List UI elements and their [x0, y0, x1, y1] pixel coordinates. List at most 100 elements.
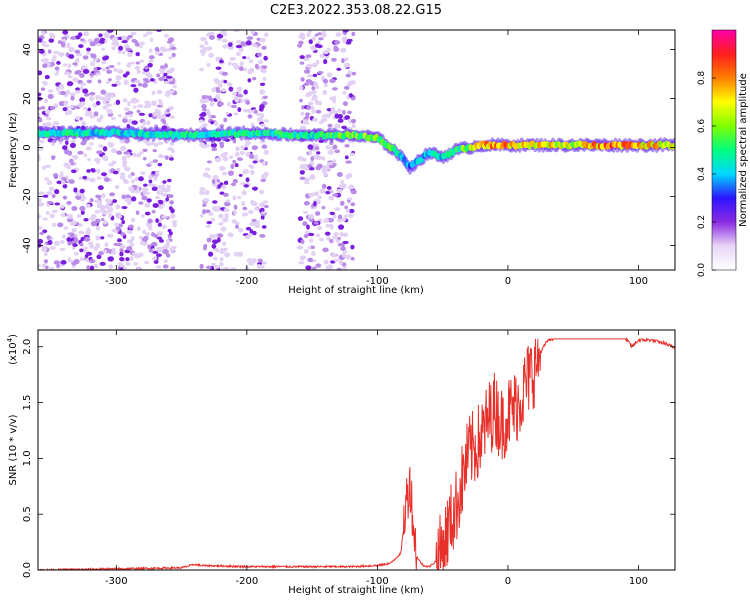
- noise-speckle: [38, 191, 45, 195]
- noise-speckle: [200, 36, 207, 42]
- noise-speckle: [70, 162, 75, 166]
- noise-speckle: [41, 40, 47, 45]
- noise-speckle: [146, 31, 153, 35]
- noise-speckle: [62, 234, 66, 239]
- noise-speckle: [54, 202, 61, 206]
- noise-speckle: [40, 245, 47, 249]
- noise-speckle: [329, 78, 336, 84]
- noise-speckle: [300, 77, 305, 82]
- noise-speckle: [54, 72, 59, 76]
- noise-speckle: [49, 246, 56, 250]
- noise-speckle: [121, 50, 126, 55]
- noise-speckle: [38, 139, 42, 143]
- noise-speckle: [321, 30, 326, 35]
- noise-speckle: [313, 191, 320, 197]
- noise-speckle: [144, 260, 149, 265]
- noise-speckle: [245, 40, 252, 46]
- noise-speckle: [89, 72, 94, 77]
- noise-speckle: [136, 267, 141, 270]
- noise-speckle: [239, 61, 244, 66]
- noise-speckle: [317, 195, 323, 199]
- noise-speckle: [235, 146, 240, 152]
- noise-speckle: [154, 50, 161, 55]
- noise-speckle: [132, 152, 137, 158]
- noise-speckle: [308, 150, 313, 156]
- noise-speckle: [347, 70, 352, 75]
- noise-speckle: [119, 247, 124, 253]
- noise-speckle: [51, 155, 56, 161]
- noise-speckle: [101, 192, 106, 199]
- noise-speckle: [62, 30, 69, 35]
- noise-speckle: [85, 146, 92, 151]
- colorbar-tick-label: 0.8: [697, 71, 707, 86]
- noise-speckle: [306, 91, 313, 96]
- noise-speckle: [66, 42, 71, 48]
- noise-speckle: [208, 211, 214, 217]
- noise-speckle: [119, 262, 124, 268]
- noise-speckle: [219, 59, 224, 64]
- noise-speckle: [232, 159, 237, 164]
- noise-speckle: [241, 201, 246, 207]
- noise-speckle: [136, 69, 141, 75]
- noise-speckle: [132, 105, 137, 109]
- noise-speckle: [45, 122, 52, 127]
- noise-speckle: [247, 78, 252, 83]
- noise-speckle: [116, 82, 122, 86]
- noise-speckle: [46, 235, 51, 240]
- noise-speckle: [346, 197, 353, 201]
- noise-speckle: [99, 261, 106, 266]
- x-tick-label: -100: [366, 276, 389, 287]
- noise-speckle: [38, 155, 41, 161]
- noise-speckle: [314, 99, 320, 105]
- noise-speckle: [135, 210, 140, 215]
- noise-speckle: [126, 153, 132, 158]
- noise-speckle: [299, 61, 305, 65]
- noise-speckle: [261, 144, 268, 149]
- noise-speckle: [325, 166, 331, 171]
- noise-speckle: [329, 239, 333, 244]
- noise-speckle: [126, 63, 132, 68]
- noise-speckle: [130, 236, 135, 241]
- noise-speckle: [151, 241, 158, 247]
- noise-speckle: [79, 97, 86, 103]
- noise-speckle: [302, 221, 308, 227]
- noise-speckle: [212, 174, 219, 181]
- noise-speckle: [206, 160, 212, 164]
- noise-speckle: [316, 44, 323, 49]
- noise-speckle: [88, 96, 95, 102]
- noise-speckle: [345, 40, 352, 45]
- noise-speckle: [155, 172, 160, 176]
- noise-speckle: [344, 57, 349, 62]
- noise-speckle: [49, 213, 55, 219]
- noise-speckle: [239, 150, 245, 155]
- noise-speckle: [320, 75, 325, 81]
- noise-speckle: [111, 83, 118, 87]
- noise-speckle: [127, 34, 133, 39]
- noise-speckle: [106, 209, 113, 213]
- noise-speckle: [83, 218, 89, 222]
- noise-speckle: [128, 186, 135, 191]
- noise-speckle: [82, 88, 89, 94]
- noise-speckle: [313, 200, 317, 207]
- noise-speckle: [321, 168, 327, 174]
- noise-speckle: [71, 227, 77, 233]
- noise-speckle: [51, 57, 56, 63]
- noise-speckle: [336, 188, 341, 193]
- noise-speckle: [259, 113, 265, 119]
- noise-speckle: [53, 173, 59, 178]
- noise-speckle: [316, 151, 321, 155]
- noise-speckle: [80, 141, 87, 146]
- noise-speckle: [325, 190, 331, 195]
- noise-speckle: [321, 206, 326, 210]
- noise-speckle: [332, 87, 338, 91]
- noise-speckle: [344, 155, 349, 160]
- noise-speckle: [111, 228, 118, 233]
- noise-speckle: [221, 241, 227, 246]
- noise-speckle: [53, 260, 61, 265]
- noise-speckle: [256, 112, 261, 116]
- noise-speckle: [248, 68, 253, 74]
- noise-speckle: [153, 175, 158, 181]
- noise-speckle: [136, 104, 143, 108]
- noise-speckle: [306, 32, 311, 38]
- noise-speckle: [204, 189, 210, 196]
